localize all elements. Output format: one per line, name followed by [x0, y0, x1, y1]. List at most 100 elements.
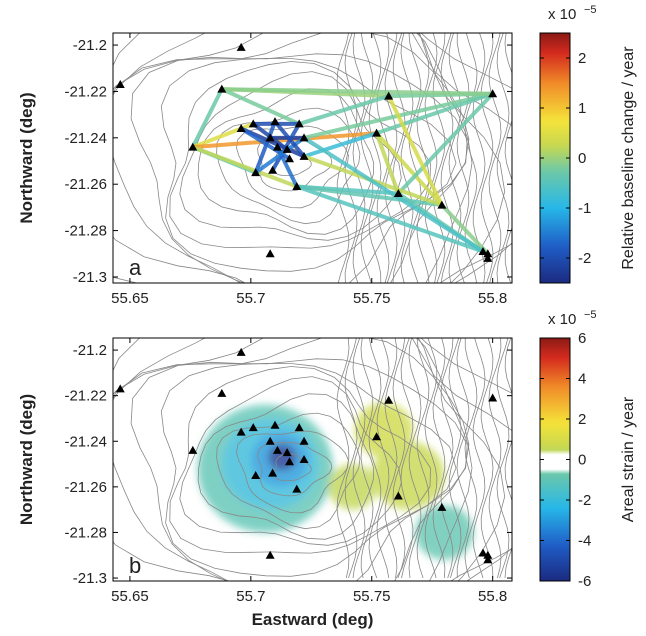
- baseline: [303, 131, 378, 159]
- station: [270, 117, 280, 126]
- station: [236, 124, 246, 133]
- station: [236, 347, 246, 356]
- plot-area: [113, 338, 512, 581]
- station: [115, 79, 125, 88]
- topo-contour: [392, 33, 406, 283]
- station: [299, 455, 309, 463]
- baseline: [296, 184, 443, 208]
- station: [236, 42, 246, 51]
- topo-contour: [384, 33, 398, 283]
- baseline: [375, 131, 444, 207]
- topo-contour: [480, 338, 494, 579]
- station: [294, 119, 304, 128]
- colorbar-tick-label: 2: [578, 50, 586, 67]
- x-tick-label: 55.8: [478, 588, 507, 605]
- station: [217, 84, 227, 93]
- topo-contour: [384, 338, 398, 579]
- colorbar-tick-label: -4: [578, 533, 591, 550]
- colorbar-exponent: −5: [584, 309, 597, 321]
- colorbar-label: Areal strain / year: [620, 396, 637, 522]
- colorbar-tick-label: 6: [578, 330, 586, 347]
- y-tick-label: -21.2: [73, 342, 107, 359]
- station: [188, 142, 198, 151]
- panel-label: a: [129, 255, 142, 280]
- station: [285, 457, 295, 466]
- station: [272, 445, 282, 454]
- plot-area: [113, 33, 512, 283]
- baseline: [220, 87, 301, 126]
- topo-contour: [257, 442, 333, 497]
- colorbar-tick-label: 4: [578, 371, 586, 388]
- topo-contour: [113, 33, 470, 283]
- y-tick-label: -21.26: [64, 176, 107, 193]
- topo-contour: [336, 33, 350, 283]
- colorbar: [539, 32, 571, 284]
- station: [384, 395, 394, 404]
- topo-contour: [197, 88, 375, 235]
- baseline: [298, 94, 390, 126]
- topo-contour: [360, 338, 374, 579]
- station: [294, 423, 304, 432]
- baseline: [191, 88, 224, 148]
- topo-contour: [273, 453, 312, 481]
- station: [217, 388, 227, 397]
- station: [285, 154, 295, 163]
- panel-label: b: [129, 553, 141, 578]
- station: [393, 491, 403, 500]
- topo-contour: [448, 338, 462, 579]
- x-tick-label: 55.75: [353, 290, 391, 307]
- topo-contour: [408, 33, 422, 283]
- colorbar-tick-label: -2: [578, 250, 591, 267]
- y-tick-label: -21.24: [64, 433, 107, 450]
- colorbar: [539, 337, 571, 582]
- strain-patch: [415, 505, 474, 560]
- topo-contour: [376, 338, 390, 579]
- colorbar-exponent: −5: [584, 4, 597, 16]
- topo-contour: [432, 338, 446, 579]
- topo-contour: [496, 33, 510, 283]
- colorbar-tick-label: 0: [578, 150, 586, 167]
- station: [393, 188, 403, 197]
- topo-contour: [130, 358, 468, 581]
- baseline: [221, 87, 493, 96]
- station: [437, 200, 447, 209]
- station: [270, 420, 280, 429]
- colorbar-multiplier: x 10: [548, 6, 576, 23]
- baseline: [192, 145, 298, 189]
- station: [483, 249, 493, 258]
- topo-contour: [376, 33, 390, 283]
- topo-contour: [236, 430, 349, 514]
- station: [248, 423, 258, 432]
- station: [265, 550, 275, 559]
- station: [299, 151, 309, 160]
- station: [236, 427, 246, 436]
- topo-contour: [416, 338, 430, 579]
- colorbar-tick-label: -6: [578, 573, 591, 590]
- y-tick-label: -21.2: [73, 37, 107, 54]
- station: [292, 182, 302, 191]
- topo-contour: [169, 366, 431, 554]
- y-tick-label: -21.22: [64, 388, 107, 405]
- topo-contour: [432, 33, 446, 283]
- topo-contour: [440, 338, 454, 579]
- station: [483, 555, 493, 564]
- colorbar-tick-label: 2: [578, 411, 586, 428]
- baseline: [440, 203, 490, 256]
- station: [292, 484, 302, 493]
- topo-contour: [169, 61, 431, 249]
- y-tick-label: -21.26: [64, 479, 107, 496]
- colorbar-tick-label: -2: [578, 492, 591, 509]
- topo-contour: [408, 338, 422, 579]
- station: [488, 393, 498, 402]
- colorbar-tick-label: 0: [578, 452, 586, 469]
- topo-contour: [496, 338, 510, 579]
- station: [115, 384, 125, 393]
- topo-contour: [424, 338, 438, 579]
- y-axis-label: Northward (deg): [17, 394, 36, 525]
- station: [265, 249, 275, 258]
- strain-patch: [267, 443, 297, 471]
- x-tick-label: 55.7: [236, 290, 265, 307]
- baseline: [375, 91, 494, 136]
- x-tick-label: 55.8: [478, 290, 507, 307]
